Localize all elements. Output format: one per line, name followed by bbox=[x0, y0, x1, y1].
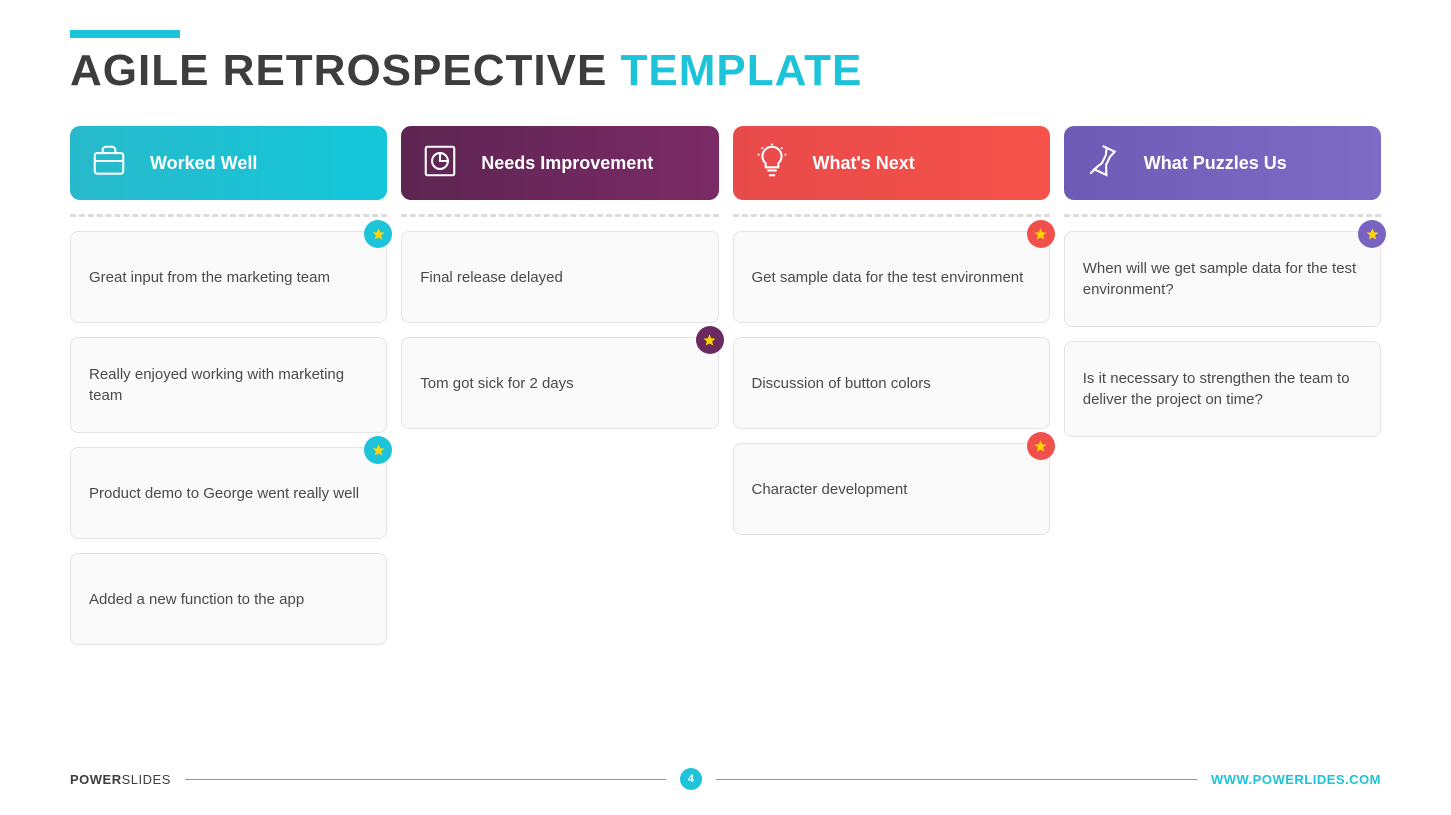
column-header: What's Next bbox=[733, 126, 1050, 200]
pin-icon bbox=[1084, 142, 1122, 185]
accent-bar bbox=[70, 30, 180, 38]
retro-card[interactable]: Final release delayed bbox=[401, 231, 718, 323]
column-divider bbox=[1064, 214, 1381, 217]
retro-column: Worked Well Great input from the marketin… bbox=[70, 126, 387, 645]
retro-card[interactable]: Product demo to George went really well bbox=[70, 447, 387, 539]
column-header: What Puzzles Us bbox=[1064, 126, 1381, 200]
cards-list: Get sample data for the test environment… bbox=[733, 231, 1050, 535]
star-icon[interactable] bbox=[1027, 432, 1055, 460]
title-part1: AGILE RETROSPECTIVE bbox=[70, 46, 621, 95]
column-label: Worked Well bbox=[150, 153, 257, 174]
card-text: Get sample data for the test environment bbox=[752, 267, 1024, 288]
retro-board: Worked Well Great input from the marketin… bbox=[70, 126, 1381, 645]
retro-card[interactable]: Character development bbox=[733, 443, 1050, 535]
star-icon[interactable] bbox=[1027, 220, 1055, 248]
retro-card[interactable]: Great input from the marketing team bbox=[70, 231, 387, 323]
retro-card[interactable]: Is it necessary to strengthen the team t… bbox=[1064, 341, 1381, 437]
card-text: Really enjoyed working with marketing te… bbox=[89, 364, 368, 406]
column-label: Needs Improvement bbox=[481, 153, 653, 174]
card-text: Is it necessary to strengthen the team t… bbox=[1083, 368, 1362, 410]
retro-card[interactable]: Added a new function to the app bbox=[70, 553, 387, 645]
star-icon[interactable] bbox=[1358, 220, 1386, 248]
column-label: What Puzzles Us bbox=[1144, 153, 1287, 174]
retro-card[interactable]: Tom got sick for 2 days bbox=[401, 337, 718, 429]
column-label: What's Next bbox=[813, 153, 915, 174]
footer-line-right bbox=[716, 779, 1197, 780]
footer-page-number: 4 bbox=[680, 768, 702, 790]
retro-column: Needs Improvement Final release delayed To… bbox=[401, 126, 718, 645]
lightbulb-icon bbox=[753, 142, 791, 185]
card-text: Great input from the marketing team bbox=[89, 267, 330, 288]
star-icon[interactable] bbox=[696, 326, 724, 354]
card-text: Final release delayed bbox=[420, 267, 563, 288]
retro-card[interactable]: Discussion of button colors bbox=[733, 337, 1050, 429]
briefcase-icon bbox=[90, 142, 128, 185]
column-divider bbox=[401, 214, 718, 217]
retro-column: What Puzzles Us When will we get sample d… bbox=[1064, 126, 1381, 645]
retro-card[interactable]: Really enjoyed working with marketing te… bbox=[70, 337, 387, 433]
card-text: Added a new function to the app bbox=[89, 589, 304, 610]
cards-list: Great input from the marketing team Reall… bbox=[70, 231, 387, 645]
card-text: Tom got sick for 2 days bbox=[420, 373, 573, 394]
star-icon[interactable] bbox=[364, 220, 392, 248]
footer-line-left bbox=[185, 779, 666, 780]
star-icon[interactable] bbox=[364, 436, 392, 464]
page-title: AGILE RETROSPECTIVE TEMPLATE bbox=[70, 46, 1381, 96]
column-header: Worked Well bbox=[70, 126, 387, 200]
column-divider bbox=[70, 214, 387, 217]
title-part2: TEMPLATE bbox=[621, 46, 863, 95]
card-text: Product demo to George went really well bbox=[89, 483, 359, 504]
card-text: When will we get sample data for the tes… bbox=[1083, 258, 1362, 300]
cards-list: When will we get sample data for the tes… bbox=[1064, 231, 1381, 437]
footer-url: WWW.POWERLIDES.COM bbox=[1211, 772, 1381, 787]
card-text: Character development bbox=[752, 479, 908, 500]
footer-brand: POWERSLIDES bbox=[70, 772, 171, 787]
column-divider bbox=[733, 214, 1050, 217]
retro-card[interactable]: When will we get sample data for the tes… bbox=[1064, 231, 1381, 327]
slide-footer: POWERSLIDES 4 WWW.POWERLIDES.COM bbox=[70, 768, 1381, 790]
retro-card[interactable]: Get sample data for the test environment bbox=[733, 231, 1050, 323]
column-header: Needs Improvement bbox=[401, 126, 718, 200]
cards-list: Final release delayed Tom got sick for 2 … bbox=[401, 231, 718, 429]
retro-column: What's Next Get sample data for the test … bbox=[733, 126, 1050, 645]
chart-icon bbox=[421, 142, 459, 185]
card-text: Discussion of button colors bbox=[752, 373, 931, 394]
